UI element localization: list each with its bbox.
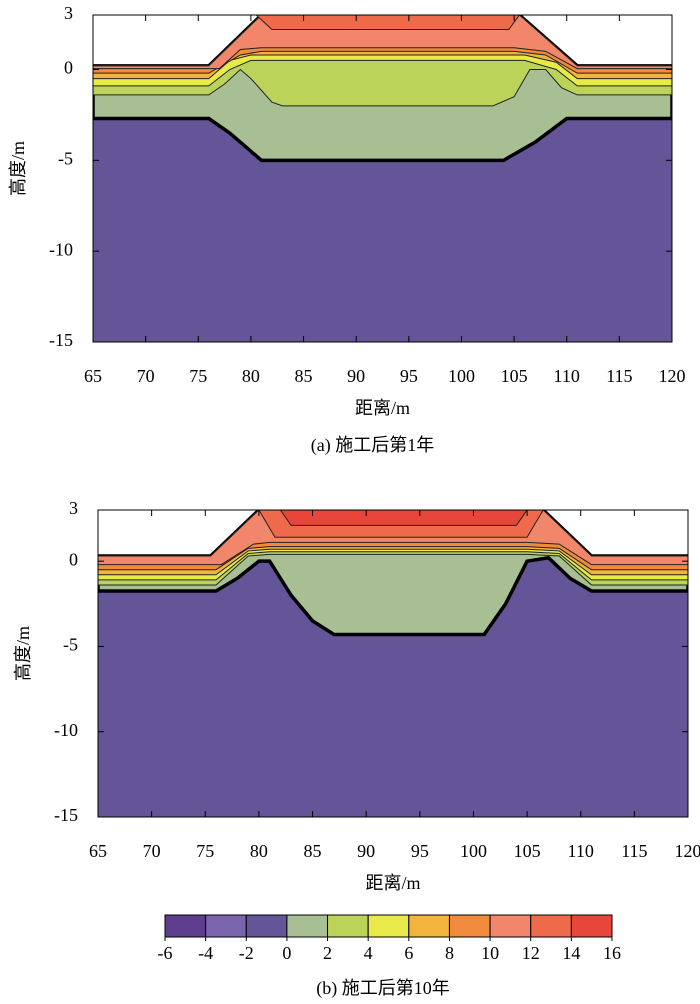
x-tick-label: 65: [84, 366, 102, 386]
colorbar-swatch: [448, 914, 491, 938]
colorbar-swatch: [164, 914, 207, 938]
y-tick-label: 3: [69, 498, 78, 518]
y-tick-label: 3: [64, 3, 73, 23]
plot-frame: [92, 14, 673, 343]
x-tick-label: 110: [568, 841, 594, 861]
colorbar-label: 8: [445, 943, 454, 963]
x-tick-label: 95: [411, 841, 429, 861]
x-tick-label: 70: [137, 366, 155, 386]
x-tick-label: 105: [501, 366, 528, 386]
contour-band: [93, 15, 672, 70]
y-tick-label: -5: [63, 635, 78, 655]
x-tick-label: 120: [659, 366, 686, 386]
x-tick-label: 85: [304, 841, 322, 861]
x-tick-label: 95: [400, 366, 418, 386]
y-tick-label: -10: [49, 239, 73, 259]
contour-band: [279, 510, 528, 526]
colorbar-swatch: [570, 914, 613, 938]
x-tick-label: 105: [514, 841, 541, 861]
chart-title: (b) 施工后第10年: [316, 978, 450, 999]
x-tick-label: 90: [347, 366, 365, 386]
x-axis-label: 距离/m: [365, 873, 420, 893]
colorbar-swatch: [489, 914, 532, 938]
colorbar-label: 4: [364, 943, 373, 963]
x-tick-label: 80: [250, 841, 268, 861]
y-tick-label: -15: [54, 805, 78, 825]
y-tick-label: -10: [54, 720, 78, 740]
colorbar-swatch: [408, 914, 450, 938]
x-tick-label: 75: [189, 366, 207, 386]
y-tick-label: 0: [64, 58, 73, 78]
colorbar-label: 16: [603, 943, 621, 963]
x-tick-label: 115: [606, 366, 632, 386]
colorbar-label: 0: [282, 943, 291, 963]
colorbar-swatch: [205, 914, 247, 938]
x-axis-label: 距离/m: [355, 398, 410, 418]
x-tick-label: 110: [554, 366, 580, 386]
x-tick-label: 85: [295, 366, 313, 386]
colorbar-label: -6: [158, 943, 173, 963]
colorbar-label: 12: [522, 943, 540, 963]
contour-band: [255, 15, 520, 31]
y-tick-label: -15: [49, 330, 73, 350]
x-tick-label: 75: [196, 841, 214, 861]
colorbar-label: -2: [239, 943, 254, 963]
x-tick-label: 65: [89, 841, 107, 861]
x-tick-label: 115: [621, 841, 647, 861]
x-tick-label: 70: [143, 841, 161, 861]
x-tick-label: 100: [448, 366, 475, 386]
colorbar-swatch: [327, 914, 369, 938]
colorbar-label: 2: [323, 943, 332, 963]
x-tick-label: 120: [675, 841, 700, 861]
colorbar-label: 6: [404, 943, 413, 963]
colorbar-swatch: [530, 914, 572, 938]
plot-area: [98, 510, 688, 817]
y-axis-label: 高度/m: [13, 626, 33, 681]
x-tick-label: 100: [460, 841, 487, 861]
colorbar-label: -4: [198, 943, 213, 963]
plot-area: [93, 15, 672, 342]
y-axis-label: 高度/m: [8, 141, 28, 196]
x-tick-label: 80: [242, 366, 260, 386]
y-tick-label: -5: [58, 148, 73, 168]
colorbar-swatch: [286, 914, 329, 938]
y-tick-label: 0: [69, 549, 78, 569]
colorbar-swatch: [367, 914, 410, 938]
colorbar-swatch: [245, 914, 288, 938]
colorbar-label: 14: [562, 943, 580, 963]
chart-title: (a) 施工后第1年: [311, 435, 434, 456]
plot-frame: [97, 509, 689, 818]
x-tick-label: 90: [357, 841, 375, 861]
colorbar-label: 10: [481, 943, 499, 963]
